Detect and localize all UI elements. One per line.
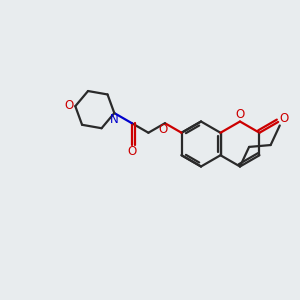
Text: N: N xyxy=(110,112,119,126)
Text: O: O xyxy=(158,123,167,136)
Text: O: O xyxy=(279,112,289,125)
Text: O: O xyxy=(64,98,74,112)
Text: O: O xyxy=(127,145,136,158)
Text: O: O xyxy=(236,108,244,122)
